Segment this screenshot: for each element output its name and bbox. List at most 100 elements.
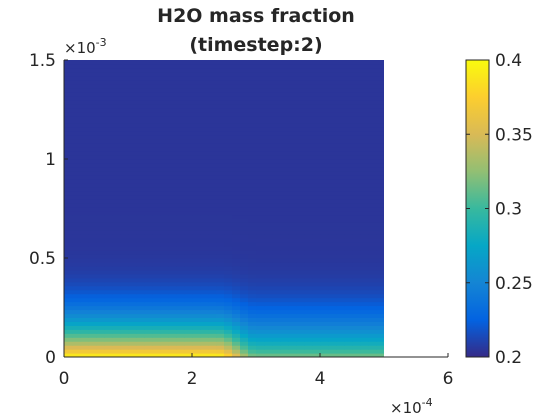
heatmap-cell [200, 194, 209, 200]
colorbar-tick-label: 0.4 [495, 51, 522, 71]
heatmap-cell [296, 147, 305, 152]
heatmap-cell [264, 91, 273, 97]
heatmap-cell [136, 297, 145, 303]
heatmap-cell [112, 230, 121, 235]
heatmap-cell [176, 234, 185, 239]
heatmap-cell [216, 273, 225, 279]
heatmap-cell [304, 349, 313, 354]
heatmap-cell [272, 162, 281, 168]
heatmap-cell [272, 218, 281, 223]
heatmap-cell [216, 103, 225, 109]
heatmap-cell [240, 107, 249, 113]
heatmap-cell [264, 313, 273, 318]
heatmap-cell [80, 151, 89, 156]
heatmap-cell [328, 325, 337, 330]
heatmap-cell [296, 135, 305, 140]
heatmap-cell [208, 162, 217, 168]
y-tick-label: 1 [45, 150, 56, 170]
heatmap-cell [336, 206, 345, 212]
heatmap-cell [96, 222, 105, 227]
heatmap-cell [216, 309, 225, 315]
heatmap-cell [120, 309, 129, 315]
heatmap-cell [344, 242, 353, 247]
heatmap-cell [288, 170, 297, 176]
heatmap-cell [264, 127, 273, 132]
heatmap-cell [80, 103, 89, 109]
heatmap-cell [64, 194, 73, 200]
heatmap-cell [224, 186, 233, 192]
heatmap-cell [296, 297, 305, 303]
heatmap-cell [328, 147, 337, 152]
heatmap-cell [160, 325, 169, 330]
heatmap-cell [200, 91, 209, 97]
heatmap-cell [120, 345, 129, 350]
heatmap-cell [120, 111, 129, 117]
heatmap-cell [232, 162, 241, 168]
heatmap-cell [128, 261, 137, 267]
heatmap-cell [280, 218, 289, 223]
heatmap-cell [248, 269, 257, 275]
heatmap-cell [272, 242, 281, 247]
heatmap-cell [304, 186, 313, 192]
heatmap-cell [168, 297, 177, 303]
heatmap-cell [200, 297, 209, 303]
heatmap-cell [160, 103, 169, 109]
heatmap-cell [152, 178, 161, 184]
heatmap-cell [200, 143, 209, 148]
heatmap-cell [344, 345, 353, 350]
heatmap-cell [360, 349, 369, 354]
heatmap-cell [304, 135, 313, 140]
heatmap-cell [328, 127, 337, 132]
heatmap-cell [328, 111, 337, 117]
heatmap-cell [304, 143, 313, 148]
heatmap-cell [336, 281, 345, 287]
heatmap-cell [368, 194, 377, 200]
heatmap-cell [352, 166, 361, 172]
heatmap-cell [88, 174, 97, 180]
heatmap-cell [128, 218, 137, 223]
heatmap-cell [328, 238, 337, 243]
heatmap-cell [104, 95, 113, 101]
heatmap-cell [352, 71, 361, 77]
heatmap-cell [64, 325, 73, 330]
heatmap-cell [336, 83, 345, 89]
heatmap-cell [304, 321, 313, 326]
heatmap-cell [224, 226, 233, 231]
heatmap-cell [296, 143, 305, 148]
heatmap-cell [184, 254, 193, 259]
heatmap-cell [272, 317, 281, 322]
heatmap-cell [264, 174, 273, 180]
heatmap-cell [120, 242, 129, 247]
heatmap-cell [144, 265, 153, 271]
heatmap-cell [184, 79, 193, 85]
heatmap-cell [272, 182, 281, 188]
heatmap-cell [120, 79, 129, 85]
heatmap-cell [120, 103, 129, 109]
heatmap-cell [336, 242, 345, 247]
heatmap-cell [312, 155, 321, 160]
heatmap-cell [64, 206, 73, 212]
heatmap-cell [320, 258, 329, 263]
heatmap-cell [72, 206, 81, 212]
heatmap-cell [88, 170, 97, 176]
heatmap-cell [296, 119, 305, 124]
heatmap-cell [312, 166, 321, 172]
heatmap-cell [336, 353, 345, 357]
heatmap-cell [144, 261, 153, 267]
heatmap-cell [272, 202, 281, 208]
heatmap-cell [64, 218, 73, 223]
heatmap-cell [88, 218, 97, 223]
heatmap-cell [136, 83, 145, 89]
heatmap-cell [288, 313, 297, 318]
heatmap-cell [304, 301, 313, 307]
heatmap-cell [376, 289, 384, 295]
heatmap-cell [296, 198, 305, 204]
heatmap-cell [232, 174, 241, 180]
heatmap-cell [104, 246, 113, 251]
heatmap-cell [168, 333, 177, 338]
heatmap-cell [64, 127, 73, 132]
heatmap-cell [344, 119, 353, 124]
heatmap-cell [232, 238, 241, 243]
heatmap-cell [280, 297, 289, 303]
heatmap-cell [168, 103, 177, 109]
